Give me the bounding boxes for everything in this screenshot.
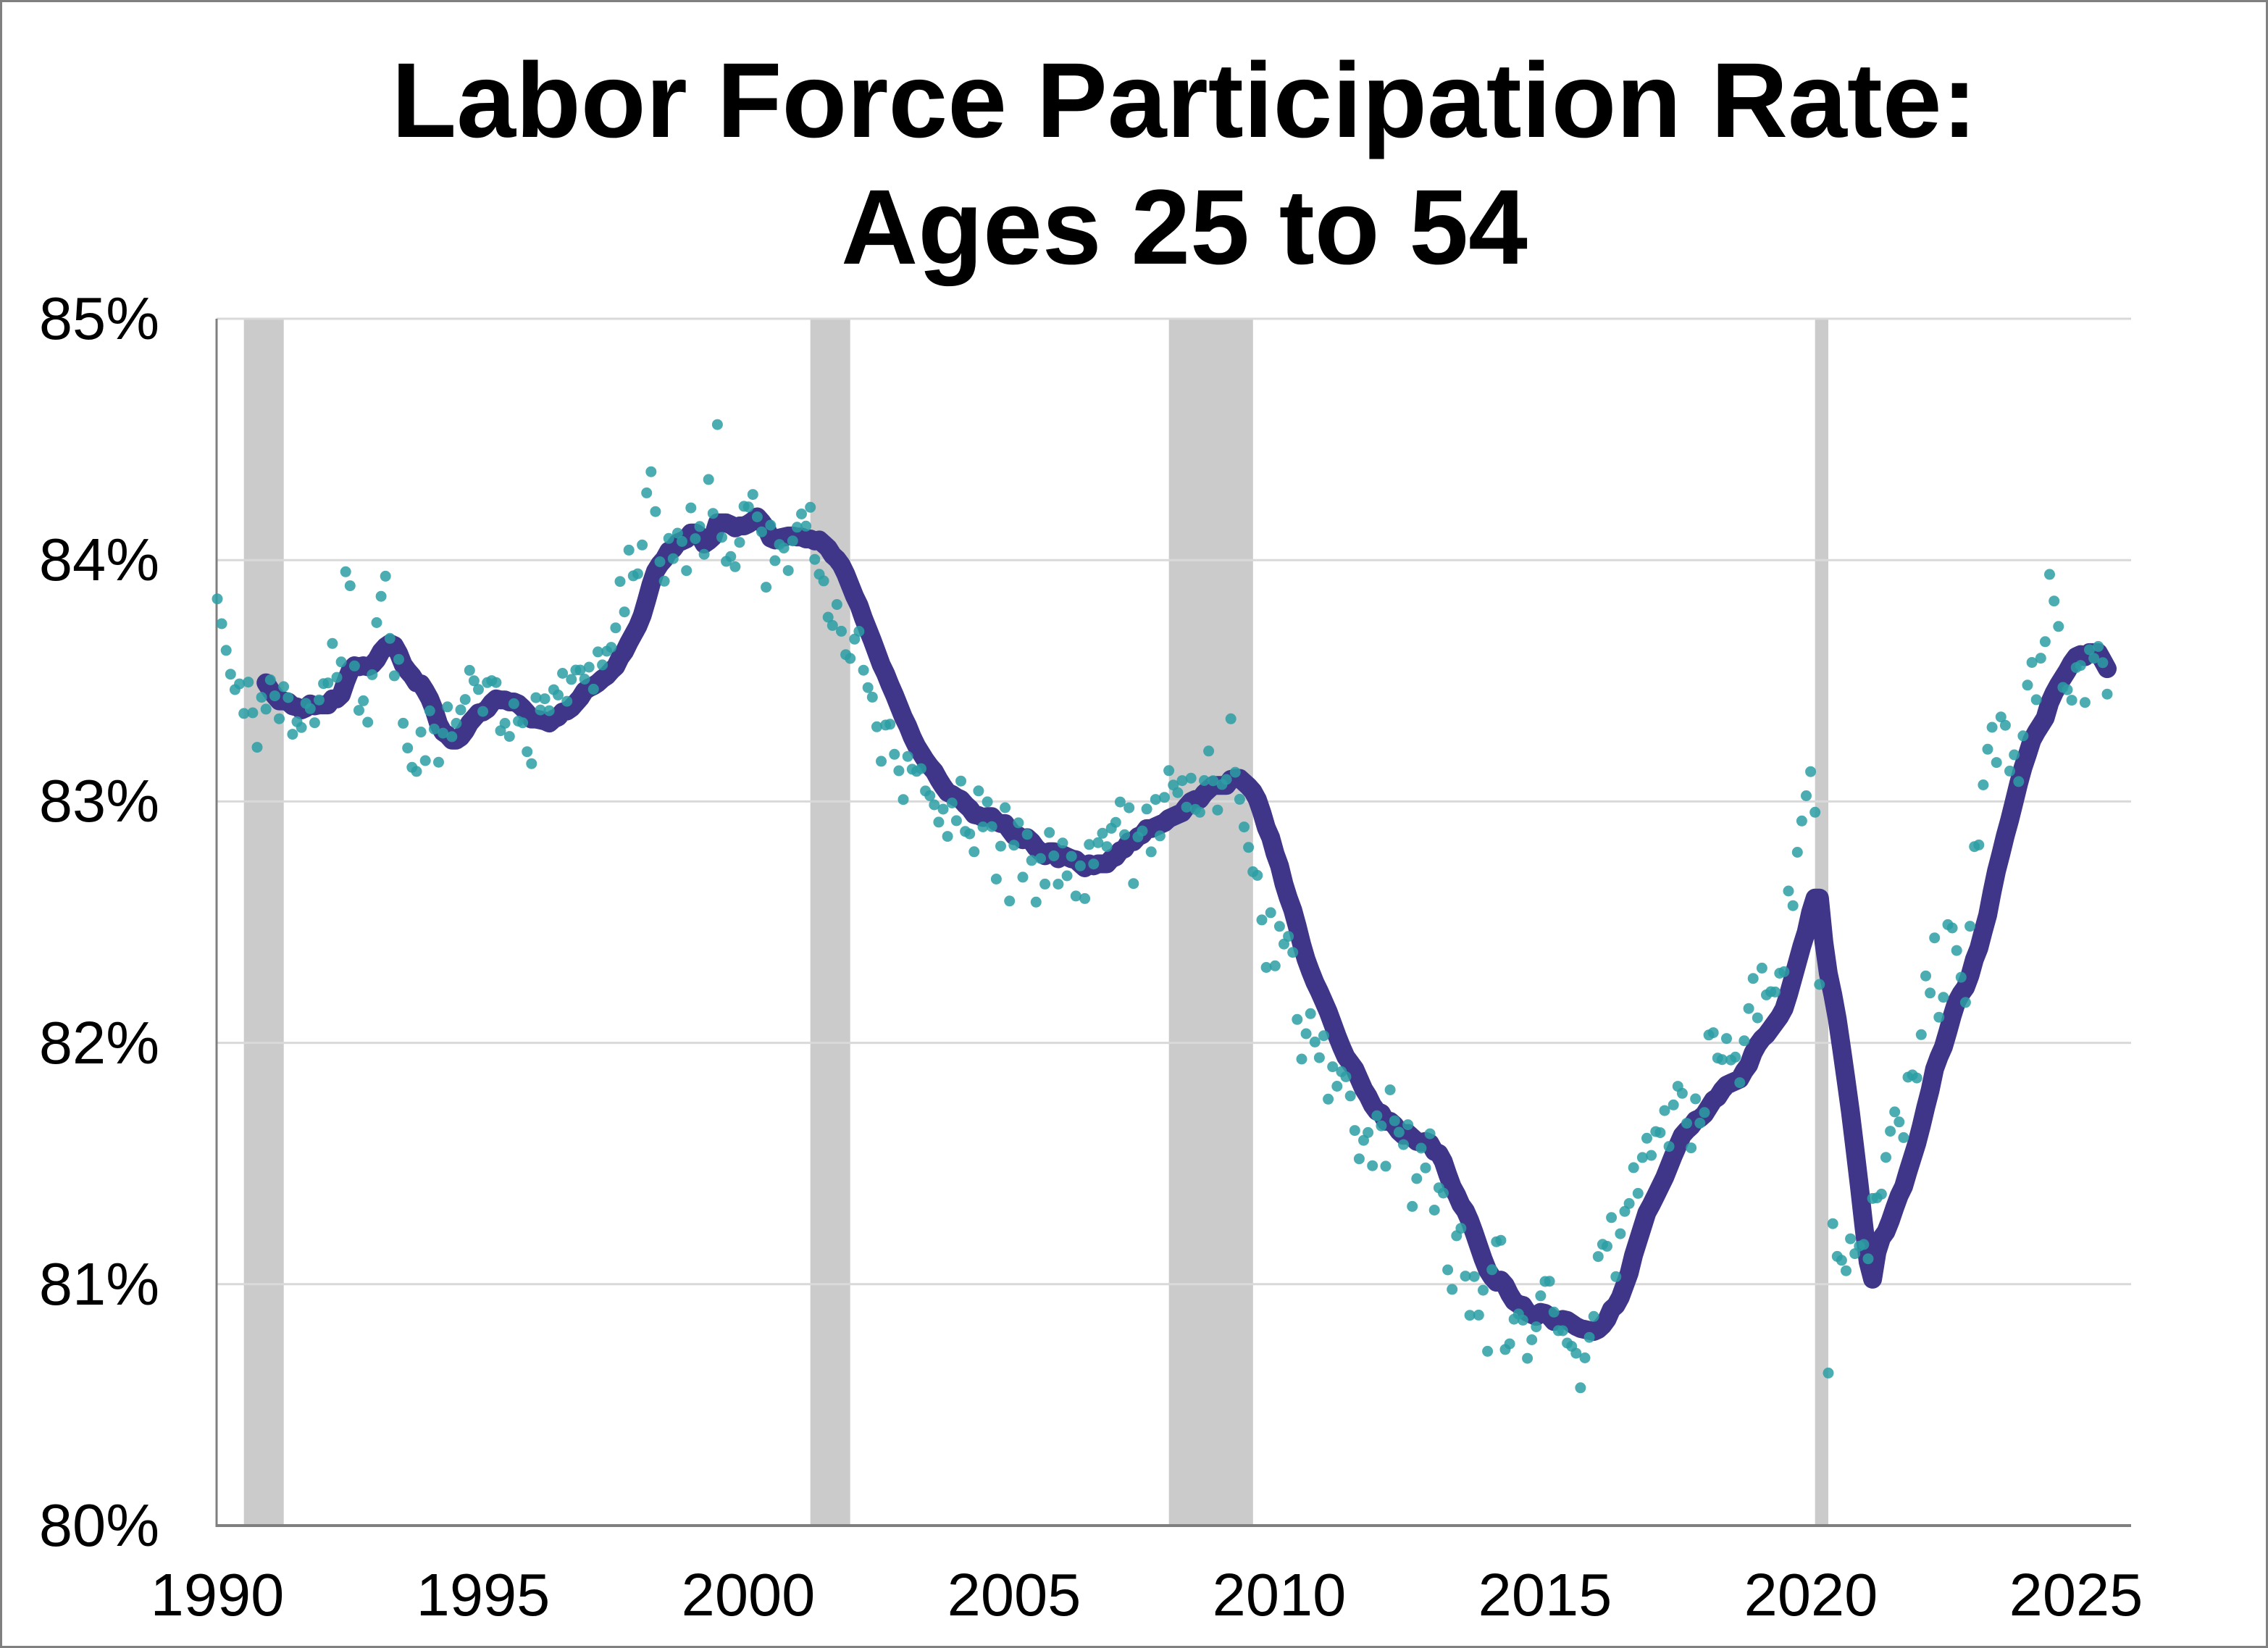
svg-text:2005: 2005 xyxy=(947,1561,1081,1628)
svg-text:2015: 2015 xyxy=(1478,1561,1612,1628)
svg-text:2010: 2010 xyxy=(1213,1561,1347,1628)
svg-text:2025: 2025 xyxy=(2009,1561,2143,1628)
svg-text:81%: 81% xyxy=(39,1250,159,1318)
svg-text:2000: 2000 xyxy=(682,1561,816,1628)
svg-text:Ages 25 to 54: Ages 25 to 54 xyxy=(841,168,1528,287)
svg-text:Labor Force Participation Rate: Labor Force Participation Rate: xyxy=(391,41,1977,160)
svg-text:1995: 1995 xyxy=(417,1561,551,1628)
svg-text:82%: 82% xyxy=(39,1009,159,1076)
svg-text:84%: 84% xyxy=(39,526,159,593)
svg-text:2020: 2020 xyxy=(1744,1561,1878,1628)
svg-text:83%: 83% xyxy=(39,767,159,835)
svg-text:85%: 85% xyxy=(39,285,159,352)
svg-text:80%: 80% xyxy=(39,1492,159,1559)
svg-text:1990: 1990 xyxy=(151,1561,285,1628)
